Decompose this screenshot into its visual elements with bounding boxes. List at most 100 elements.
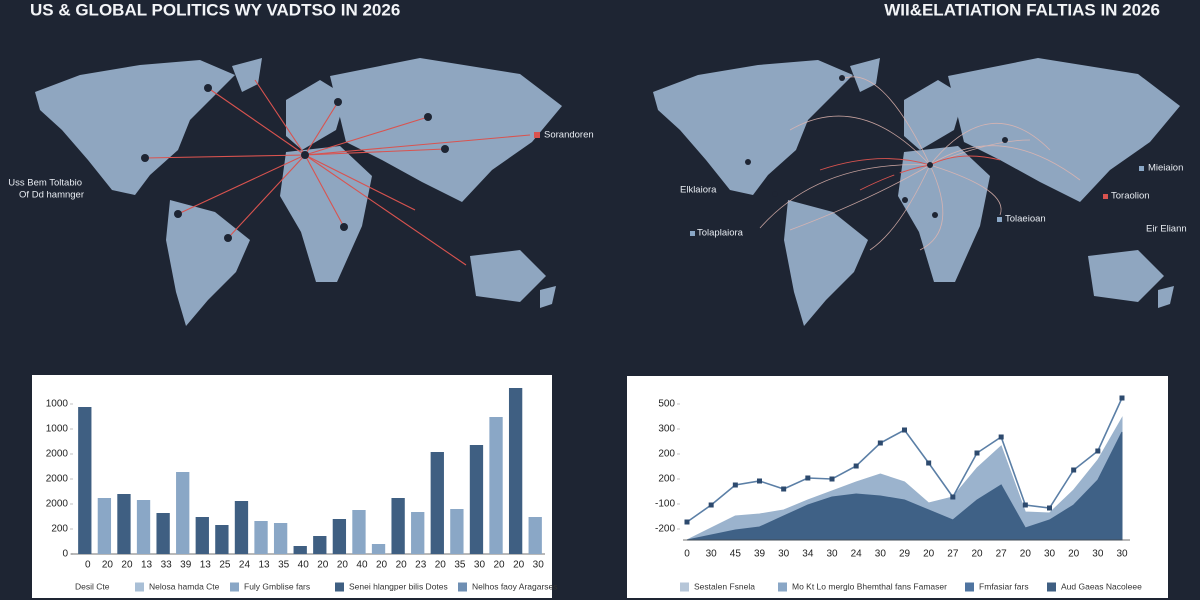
map-label: Eir Eliann bbox=[1146, 224, 1187, 235]
legend-swatch bbox=[458, 582, 467, 592]
bar bbox=[78, 407, 92, 554]
bar bbox=[215, 525, 229, 554]
y-tick-label: -200 bbox=[655, 524, 675, 535]
line-marker bbox=[1022, 502, 1028, 508]
legend-swatch bbox=[135, 582, 144, 592]
x-tick-label: 23 bbox=[415, 560, 427, 571]
y-tick-label: 200 bbox=[658, 474, 675, 485]
x-tick-label: 24 bbox=[851, 549, 863, 560]
x-tick-label: 30 bbox=[778, 549, 790, 560]
y-tick-label: 500 bbox=[658, 399, 675, 410]
left-chart-panel bbox=[32, 375, 552, 598]
legend-swatch bbox=[335, 582, 344, 592]
y-tick-label: 0 bbox=[62, 549, 68, 560]
map-label: Sorandoren bbox=[544, 130, 594, 141]
line-marker bbox=[732, 482, 738, 488]
legend-label: Fmfasiar fars bbox=[979, 581, 1029, 591]
y-tick-label: -100 bbox=[655, 499, 675, 510]
legend-swatch bbox=[680, 582, 689, 592]
x-tick-label: 25 bbox=[219, 560, 231, 571]
x-tick-label: 20 bbox=[317, 560, 329, 571]
area bbox=[686, 431, 1123, 541]
line-marker bbox=[877, 440, 883, 446]
x-tick-label: 27 bbox=[947, 549, 959, 560]
x-tick-label: 20 bbox=[513, 560, 525, 571]
y-tick-label: 300 bbox=[658, 424, 675, 435]
y-tick-label: 1000 bbox=[46, 399, 69, 410]
left-title: US & GLOBAL POLITICS WY VADTSO IN 2026 bbox=[30, 0, 400, 19]
legend-label: Nelosa hamda Cte bbox=[149, 581, 220, 591]
x-tick-label: 13 bbox=[200, 560, 212, 571]
y-tick-label: 2000 bbox=[46, 474, 69, 485]
x-tick-label: 29 bbox=[899, 549, 911, 560]
legend-label: Mo Kt Lo merglo Bhemthal fans Famaser bbox=[792, 581, 947, 591]
line-marker bbox=[781, 486, 787, 492]
bar bbox=[371, 544, 386, 554]
line-marker bbox=[1071, 467, 1077, 473]
bar bbox=[332, 519, 347, 554]
bar bbox=[234, 501, 249, 554]
right-map bbox=[653, 58, 1180, 326]
line-marker bbox=[1119, 395, 1125, 401]
bar bbox=[273, 523, 288, 554]
x-tick-label: 33 bbox=[161, 560, 173, 571]
x-tick-label: 20 bbox=[1020, 549, 1032, 560]
y-tick-label: 2000 bbox=[46, 499, 69, 510]
bar bbox=[489, 417, 503, 554]
bar bbox=[352, 510, 366, 554]
legend-label: Aud Gaeas Nacoleee bbox=[1061, 581, 1142, 591]
x-tick-label: 20 bbox=[337, 560, 349, 571]
x-tick-label: 20 bbox=[396, 560, 408, 571]
line-marker bbox=[805, 475, 811, 481]
legend-label: Fuly Gmblise fars bbox=[244, 581, 310, 591]
x-tick-label: 34 bbox=[802, 549, 814, 560]
bar bbox=[136, 500, 151, 554]
bar bbox=[97, 498, 112, 554]
x-tick-label: 13 bbox=[258, 560, 270, 571]
legend-swatch bbox=[1047, 582, 1056, 592]
bar bbox=[430, 452, 444, 554]
bar bbox=[176, 472, 190, 554]
x-tick-label: 39 bbox=[180, 560, 192, 571]
legend-swatch bbox=[230, 582, 239, 592]
bar bbox=[254, 521, 268, 554]
left-map bbox=[35, 58, 562, 326]
legend-label: Nelhos faoy Aragarses bbox=[472, 581, 558, 591]
x-tick-label: 45 bbox=[730, 549, 742, 560]
x-tick-label: 20 bbox=[1068, 549, 1080, 560]
map-label: Tolaeioan bbox=[1005, 214, 1046, 225]
line-marker bbox=[757, 478, 762, 484]
bar bbox=[156, 513, 170, 554]
x-tick-label: 30 bbox=[826, 549, 838, 560]
line-marker bbox=[684, 519, 690, 525]
y-tick-label: 200 bbox=[51, 524, 68, 535]
line-marker bbox=[974, 450, 980, 456]
legend-swatch bbox=[778, 582, 787, 592]
x-tick-label: 30 bbox=[1116, 549, 1128, 560]
y-tick-label: 200 bbox=[658, 449, 675, 460]
line-marker bbox=[829, 476, 835, 482]
x-tick-label: 35 bbox=[454, 560, 466, 571]
line-marker bbox=[950, 494, 956, 500]
line-marker bbox=[926, 460, 932, 466]
map-label: Of Dd hamnger bbox=[19, 190, 84, 201]
legend-swatch bbox=[965, 582, 974, 592]
y-tick-label: 2000 bbox=[46, 449, 69, 460]
line-marker bbox=[998, 434, 1004, 440]
x-tick-label: 20 bbox=[435, 560, 447, 571]
x-tick-label: 20 bbox=[923, 549, 935, 560]
x-tick-label: 35 bbox=[278, 560, 290, 571]
legend-label: Desil Cte bbox=[75, 581, 110, 591]
x-tick-label: 30 bbox=[533, 560, 545, 571]
line-marker bbox=[902, 427, 907, 433]
map-label: Uss Bem Toltabio bbox=[8, 178, 82, 189]
x-tick-label: 39 bbox=[754, 549, 766, 560]
x-tick-label: 13 bbox=[141, 560, 153, 571]
x-tick-label: 27 bbox=[996, 549, 1008, 560]
line-marker bbox=[1047, 505, 1052, 511]
bar bbox=[411, 512, 425, 554]
x-tick-label: 20 bbox=[121, 560, 133, 571]
x-tick-label: 30 bbox=[1092, 549, 1104, 560]
bar bbox=[469, 445, 484, 554]
